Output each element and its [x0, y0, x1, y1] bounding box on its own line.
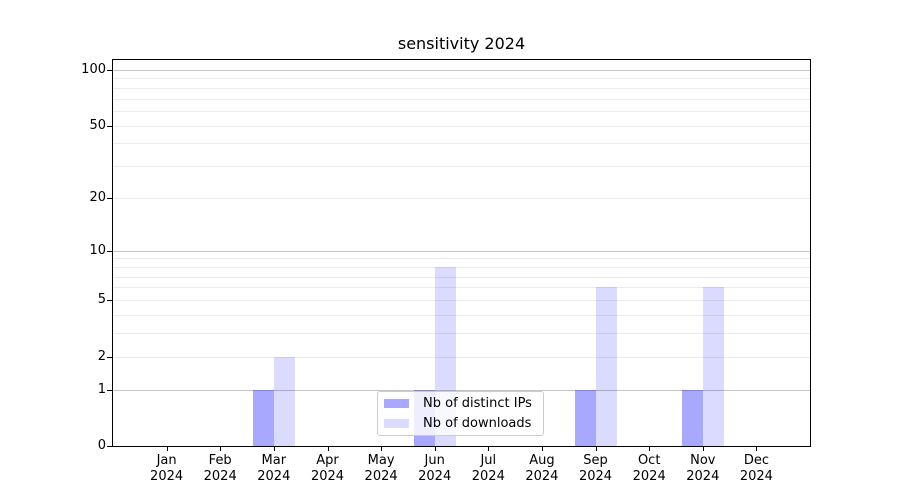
major-gridline-100	[113, 69, 810, 71]
x-tick-label-feb: Feb 2024	[203, 453, 237, 484]
minor-gridline-40	[113, 143, 810, 145]
y-tick-label-10: 10	[89, 242, 106, 258]
chart-title: sensitivity 2024	[397, 34, 526, 53]
minor-gridline-20	[113, 197, 810, 199]
x-tick-label-jul: Jul 2024	[471, 453, 505, 484]
minor-gridline-5	[113, 300, 810, 301]
x-tick-label-dec: Dec 2024	[739, 453, 773, 484]
x-tick-mark-mar	[273, 447, 275, 451]
x-tick-label-nov: Nov 2024	[686, 453, 720, 484]
x-tick-mark-may	[381, 447, 383, 451]
minor-gridline-7	[113, 276, 810, 278]
x-tick-label-apr: Apr 2024	[310, 453, 345, 484]
bar-nb-of-downloads-mar	[273, 356, 295, 446]
x-tick-label-sep: Sep 2024	[578, 453, 613, 484]
x-tick-label-oct: Oct 2024	[632, 453, 666, 484]
x-tick-mark-aug	[541, 447, 543, 451]
minor-gridline-3	[113, 333, 810, 334]
x-tick-label-mar: Mar 2024	[257, 453, 291, 484]
x-tick-mark-apr	[327, 447, 329, 451]
y-tick-mark-10	[107, 250, 112, 252]
y-tick-mark-1	[107, 389, 112, 391]
x-tick-mark-feb	[220, 447, 222, 451]
legend-swatch-distinct-ips	[384, 399, 409, 408]
minor-gridline-4	[113, 314, 810, 316]
legend: Nb of distinct IPs Nb of downloads	[377, 391, 544, 436]
x-tick-label-jun: Jun 2024	[418, 453, 452, 484]
y-tick-label-0: 0	[97, 438, 106, 453]
x-tick-mark-jul	[488, 447, 490, 451]
y-tick-label-5: 5	[97, 292, 106, 307]
bar-nb-of-distinct-ips-mar	[252, 389, 274, 446]
y-tick-label-20: 20	[89, 189, 106, 205]
x-tick-mark-oct	[649, 447, 651, 451]
minor-gridline-30	[113, 166, 810, 168]
y-tick-label-100: 100	[81, 61, 106, 77]
legend-label-distinct-ips: Nb of distinct IPs	[423, 396, 532, 411]
minor-gridline-6	[113, 287, 810, 289]
minor-gridline-9	[113, 258, 810, 260]
legend-label-downloads: Nb of downloads	[423, 416, 532, 431]
minor-gridline-90	[113, 78, 810, 80]
y-tick-mark-0	[107, 446, 112, 447]
minor-gridline-80	[113, 87, 810, 89]
minor-gridline-2	[113, 356, 810, 358]
x-tick-label-aug: Aug 2024	[525, 453, 559, 484]
major-gridline-1	[113, 389, 810, 391]
minor-gridline-8	[113, 266, 810, 268]
x-tick-label-may: May 2024	[364, 453, 398, 484]
y-tick-label-1: 1	[97, 381, 106, 397]
legend-item-downloads: Nb of downloads	[384, 416, 535, 431]
bar-nb-of-downloads-nov	[702, 287, 724, 446]
x-tick-mark-jan	[166, 447, 168, 451]
x-tick-label-jan: Jan 2024	[150, 453, 184, 484]
bar-nb-of-distinct-ips-sep	[574, 389, 596, 446]
x-tick-mark-dec	[756, 447, 758, 451]
minor-gridline-70	[113, 98, 810, 100]
legend-swatch-downloads	[384, 419, 409, 428]
y-tick-mark-2	[107, 356, 112, 358]
minor-gridline-50	[113, 125, 810, 127]
bar-nb-of-distinct-ips-nov	[681, 389, 703, 446]
bar-nb-of-downloads-sep	[595, 287, 617, 446]
x-tick-mark-nov	[702, 447, 704, 451]
y-tick-mark-100	[107, 69, 112, 71]
x-tick-mark-jun	[434, 447, 436, 451]
legend-item-distinct-ips: Nb of distinct IPs	[384, 396, 535, 411]
major-gridline-10	[113, 250, 810, 252]
y-tick-label-50: 50	[89, 117, 106, 133]
y-tick-mark-5	[107, 300, 112, 301]
y-tick-mark-20	[107, 197, 112, 199]
x-tick-mark-sep	[595, 447, 597, 451]
y-tick-mark-50	[107, 125, 112, 127]
minor-gridline-60	[113, 111, 810, 112]
y-tick-label-2: 2	[97, 348, 106, 364]
